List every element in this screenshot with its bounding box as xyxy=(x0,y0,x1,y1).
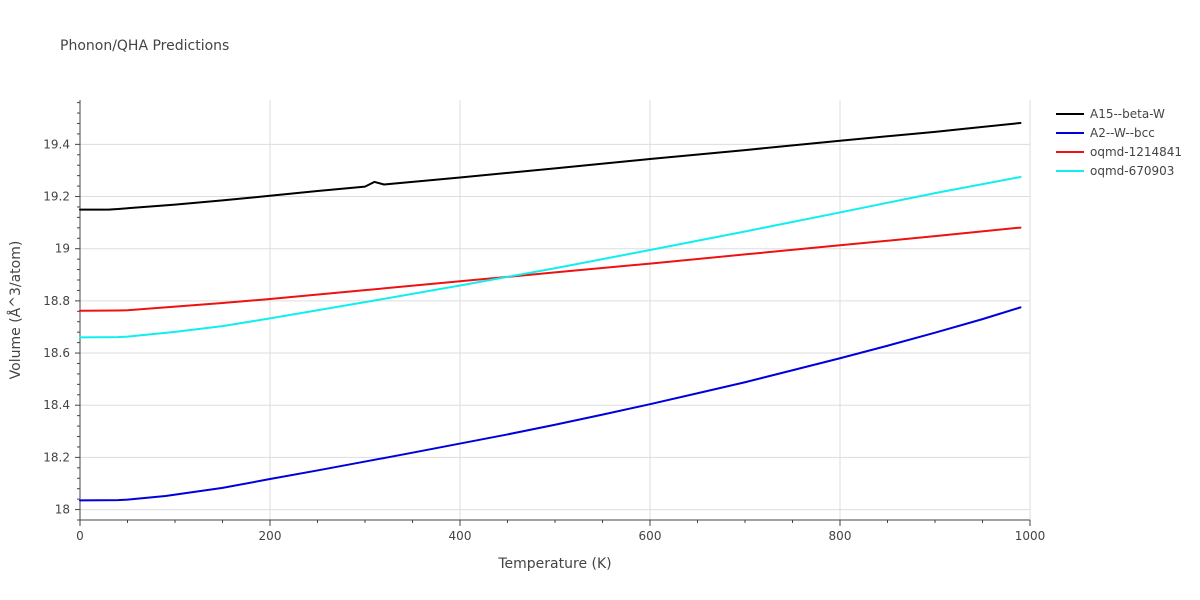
series-lines xyxy=(79,121,1022,502)
y-tick-label: 18.2 xyxy=(43,450,70,464)
chart-title: Phonon/QHA Predictions xyxy=(60,38,229,54)
axes: 0 200 400 600 800 1000 18 18.2 18.4 18.6 18.8 19 19.… xyxy=(43,100,1045,543)
x-tick-label: 600 xyxy=(639,529,662,543)
y-tick-label: 19.4 xyxy=(43,137,70,151)
x-tick-label: 800 xyxy=(829,529,852,543)
y-tick-label: 18.4 xyxy=(43,398,70,412)
legend: A15--beta-W A2--W--bcc oqmd-1214841 oqmd-67… xyxy=(1056,107,1182,178)
y-tick-label: 18 xyxy=(55,503,70,517)
y-tick-label: 19.2 xyxy=(43,190,70,204)
x-tick-label: 200 xyxy=(259,529,282,543)
y-axis-title: Volume (Å^3/atom) xyxy=(7,241,24,380)
x-tick-label: 0 xyxy=(76,529,84,543)
grid xyxy=(80,100,1031,520)
y-tick-label: 18.6 xyxy=(43,346,70,360)
x-axis-title: Temperature (K) xyxy=(497,556,611,572)
x-tick-label: 400 xyxy=(449,529,472,543)
series-line-0 xyxy=(79,121,1022,211)
legend-label: oqmd-1214841 xyxy=(1090,145,1182,159)
series-line-1 xyxy=(79,306,1022,502)
series-line-2 xyxy=(79,226,1022,312)
legend-label: A2--W--bcc xyxy=(1090,126,1155,140)
y-tick-label: 19 xyxy=(55,242,70,256)
y-tick-label: 18.8 xyxy=(43,294,70,308)
series-line-3 xyxy=(79,175,1022,339)
legend-label: A15--beta-W xyxy=(1090,107,1165,121)
legend-label: oqmd-670903 xyxy=(1090,164,1174,178)
x-tick-label: 1000 xyxy=(1015,529,1046,543)
